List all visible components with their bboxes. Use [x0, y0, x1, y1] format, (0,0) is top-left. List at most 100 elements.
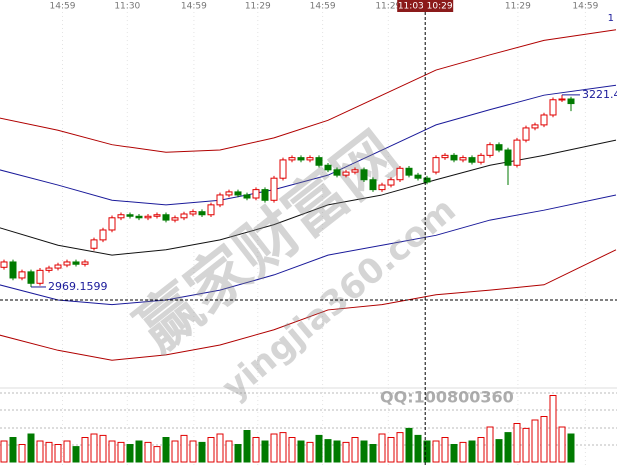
candle-body [279, 159, 287, 179]
volume-bar [144, 441, 152, 463]
volume-bar [279, 432, 287, 463]
candle-body [477, 154, 485, 163]
band-line [0, 29, 617, 153]
volume-bar [234, 444, 242, 463]
candle-body [450, 154, 458, 161]
candle-body [54, 264, 62, 269]
candle-body [81, 261, 89, 265]
candle-body [9, 261, 17, 279]
volume-bar [261, 440, 269, 463]
volume-bar [0, 440, 8, 463]
candle-body [396, 167, 404, 181]
volume-bar [540, 416, 548, 463]
volume-bar [549, 395, 557, 463]
candle-body [414, 174, 422, 179]
crosshair-label-box [397, 0, 454, 12]
volume-bar [18, 444, 26, 463]
volume-bar [504, 432, 512, 463]
volume-bar [495, 439, 503, 463]
candle-body [387, 179, 395, 186]
candle-body [486, 144, 494, 156]
candle-body [531, 124, 539, 129]
candle-body [432, 157, 440, 173]
volume-bar [207, 437, 215, 463]
volume-bar [180, 434, 188, 463]
x-tick-label: 11:29 [375, 2, 401, 12]
candle-body [153, 214, 161, 217]
candle-body [0, 261, 8, 268]
x-tick-label: 11:29 [245, 2, 271, 12]
candle-body [180, 213, 188, 219]
low-label: 2969.1599 [48, 280, 108, 293]
band-line [0, 84, 617, 206]
candle-body [234, 191, 242, 196]
volume-bar [72, 446, 80, 463]
x-tick-label: 14:59 [50, 2, 76, 12]
corner-label: 1 [608, 13, 614, 24]
candle-body [216, 194, 224, 206]
volume-bar [396, 432, 404, 463]
candle-body [405, 167, 413, 176]
volume-bar [333, 440, 341, 463]
candle-body [36, 269, 44, 284]
volume-bar [441, 437, 449, 463]
candle-body [117, 214, 125, 219]
candle-body [90, 239, 98, 249]
watermark-qq: QQ:100800360 [380, 388, 514, 407]
volume-bar [360, 440, 368, 463]
volume-bar [171, 440, 179, 463]
candle-body [207, 204, 215, 216]
candle-body [540, 114, 548, 126]
candle-body [351, 169, 359, 173]
candle-body [225, 191, 233, 196]
candle-body [342, 171, 350, 176]
candle-body [549, 99, 557, 116]
volume-bar [459, 441, 467, 463]
volume-bar [243, 430, 251, 463]
volume-bar [90, 433, 98, 463]
volume-bar [432, 440, 440, 463]
volume-bar [216, 433, 224, 463]
volume-bar [342, 441, 350, 463]
crosshair-label: 11:03 10:29 [398, 2, 453, 12]
volume-bar [531, 419, 539, 463]
candle-body [495, 144, 503, 151]
candle-body [171, 217, 179, 221]
candle-body [297, 157, 305, 161]
candle-body [315, 157, 323, 166]
volume-bar [45, 441, 53, 463]
volume-bar [27, 433, 35, 463]
volume-bar [468, 440, 476, 463]
candle-body [18, 271, 26, 279]
volume-bar [324, 439, 332, 463]
band-line [0, 139, 617, 256]
volume-bar [108, 440, 116, 463]
volume-bar [567, 433, 575, 463]
candle-body [459, 157, 467, 161]
volume-bar [522, 427, 530, 463]
volume-bar [117, 441, 125, 463]
candle-body [108, 217, 116, 231]
candle-body [126, 214, 134, 217]
candle-body [243, 194, 251, 199]
volume-bar [36, 440, 44, 463]
band-line [0, 249, 617, 361]
candle-body [135, 215, 143, 219]
volume-bar [477, 437, 485, 463]
volume-bar [189, 440, 197, 463]
candle-body [333, 169, 341, 176]
candle-body [360, 169, 368, 181]
volume-bar [153, 446, 161, 463]
candle-body [162, 214, 170, 221]
volume-bar [225, 440, 233, 463]
volume-bar [486, 426, 494, 463]
candle-body [306, 157, 314, 161]
volume-bar [558, 426, 566, 463]
x-tick-label: 14:59 [572, 2, 598, 12]
volume-bar [162, 437, 170, 463]
x-tick-label: 11:30 [114, 2, 140, 12]
volume-bar [126, 444, 134, 463]
candle-body [198, 211, 206, 216]
candle-body [369, 179, 377, 191]
